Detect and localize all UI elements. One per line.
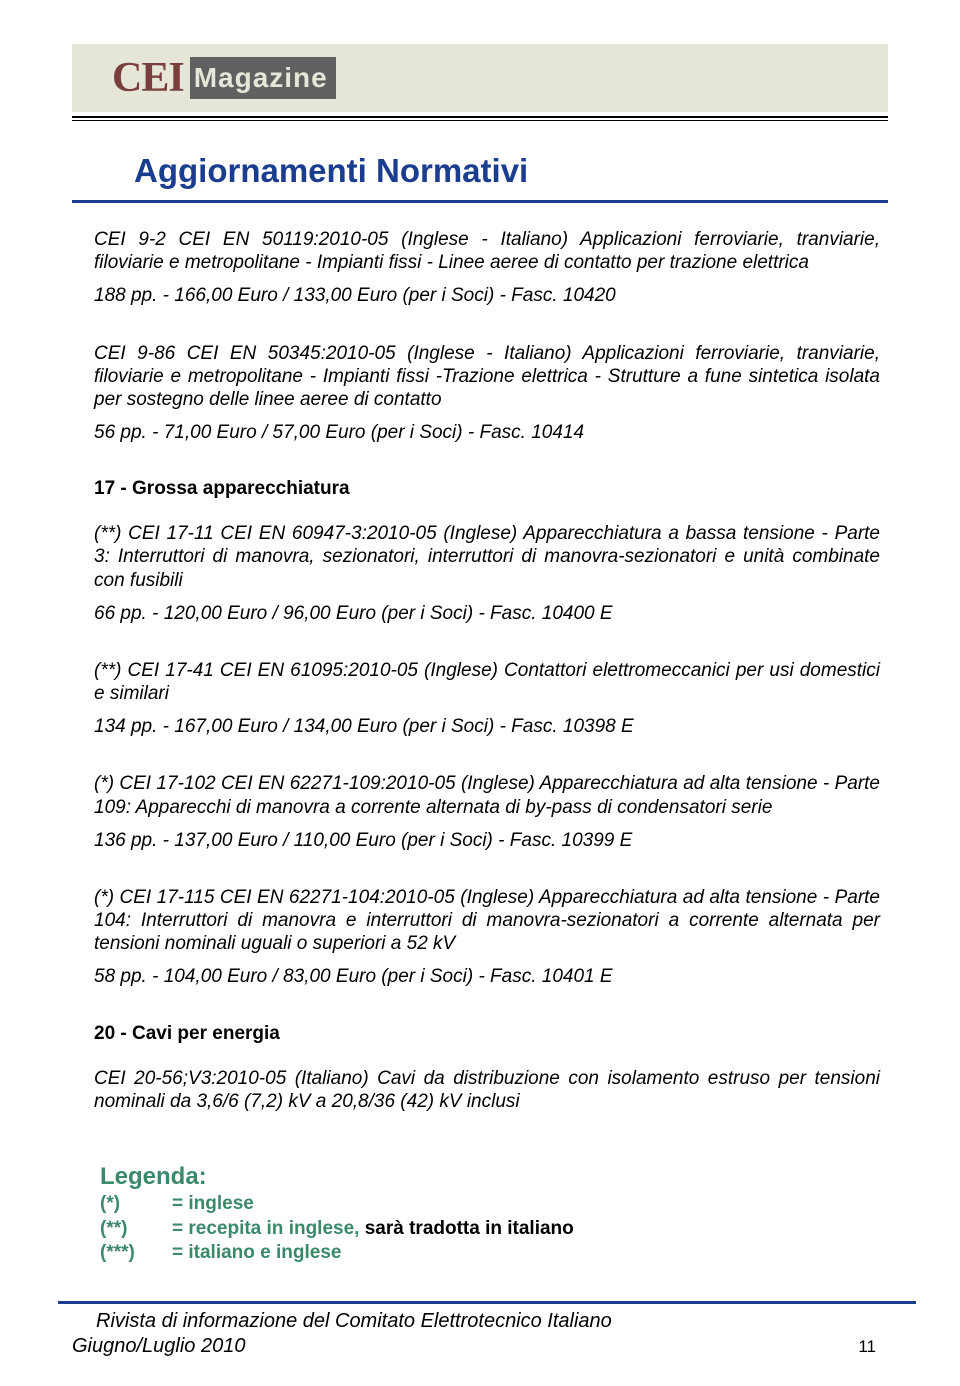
entry-info: 66 pp. - 120,00 Euro / 96,00 Euro (per i… (94, 602, 880, 625)
section-heading-17: 17 - Grossa apparecchiatura (94, 478, 880, 500)
legend-row: (*) = inglese (100, 1192, 860, 1217)
content-area: CEI 9-2 CEI EN 50119:2010-05 (Inglese - … (94, 228, 880, 1147)
legend-text: = italiano e inglese (172, 1241, 341, 1266)
entry-info: 58 pp. - 104,00 Euro / 83,00 Euro (per i… (94, 965, 880, 988)
entry-title: CEI 9-86 CEI EN 50345:2010-05 (Inglese -… (94, 342, 880, 412)
legend-text-green: = recepita in inglese, (172, 1218, 365, 1239)
legend-mark: (**) (100, 1217, 172, 1242)
standard-entry: (*) CEI 17-115 CEI EN 62271-104:2010-05 … (94, 886, 880, 989)
entry-title: (*) CEI 17-115 CEI EN 62271-104:2010-05 … (94, 886, 880, 956)
standard-entry: (**) CEI 17-11 CEI EN 60947-3:2010-05 (I… (94, 522, 880, 625)
entry-info: 56 pp. - 71,00 Euro / 57,00 Euro (per i … (94, 421, 880, 444)
standard-entry: CEI 9-2 CEI EN 50119:2010-05 (Inglese - … (94, 228, 880, 308)
header-rule-thin (72, 120, 888, 121)
legend-row: (***) = italiano e inglese (100, 1241, 860, 1266)
legend-title: Legenda: (100, 1161, 860, 1192)
entry-title: CEI 9-2 CEI EN 50119:2010-05 (Inglese - … (94, 228, 880, 274)
legend-row: (**) = recepita in inglese, sarà tradott… (100, 1217, 860, 1242)
logo-magazine-box: Magazine (190, 57, 336, 99)
legend-mark: (*) (100, 1192, 172, 1217)
logo-cei-text: CEI (112, 54, 184, 102)
entry-title: CEI 20-56;V3:2010-05 (Italiano) Cavi da … (94, 1067, 880, 1113)
footer-date: Giugno/Luglio 2010 (72, 1335, 245, 1358)
page-footer: Rivista di informazione del Comitato Ele… (58, 1301, 916, 1358)
footer-publication: Rivista di informazione del Comitato Ele… (58, 1310, 916, 1333)
standard-entry: CEI 9-86 CEI EN 50345:2010-05 (Inglese -… (94, 342, 880, 445)
standard-entry: (**) CEI 17-41 CEI EN 61095:2010-05 (Ing… (94, 659, 880, 739)
entry-info: 188 pp. - 166,00 Euro / 133,00 Euro (per… (94, 284, 880, 307)
legend-text-black: sarà tradotta in italiano (365, 1218, 574, 1239)
legend-text: = inglese (172, 1192, 254, 1217)
entry-title: (*) CEI 17-102 CEI EN 62271-109:2010-05 … (94, 772, 880, 818)
entry-title: (**) CEI 17-41 CEI EN 61095:2010-05 (Ing… (94, 659, 880, 705)
footer-page-number: 11 (858, 1337, 876, 1357)
footer-rule (58, 1301, 916, 1304)
entry-info: 136 pp. - 137,00 Euro / 110,00 Euro (per… (94, 829, 880, 852)
legend-box: Legenda: (*) = inglese (**) = recepita i… (100, 1161, 860, 1266)
header-logo-bar: CEI Magazine (72, 44, 888, 112)
section-heading-20: 20 - Cavi per energia (94, 1023, 880, 1045)
title-underline (72, 200, 888, 203)
logo-magazine-text: Magazine (194, 62, 328, 94)
standard-entry: (*) CEI 17-102 CEI EN 62271-109:2010-05 … (94, 772, 880, 852)
page-title: Aggiornamenti Normativi (134, 152, 528, 190)
legend-mark: (***) (100, 1241, 172, 1266)
header-rule-thick (72, 116, 888, 118)
standard-entry: CEI 20-56;V3:2010-05 (Italiano) Cavi da … (94, 1067, 880, 1113)
entry-title: (**) CEI 17-11 CEI EN 60947-3:2010-05 (I… (94, 522, 880, 592)
entry-info: 134 pp. - 167,00 Euro / 134,00 Euro (per… (94, 715, 880, 738)
